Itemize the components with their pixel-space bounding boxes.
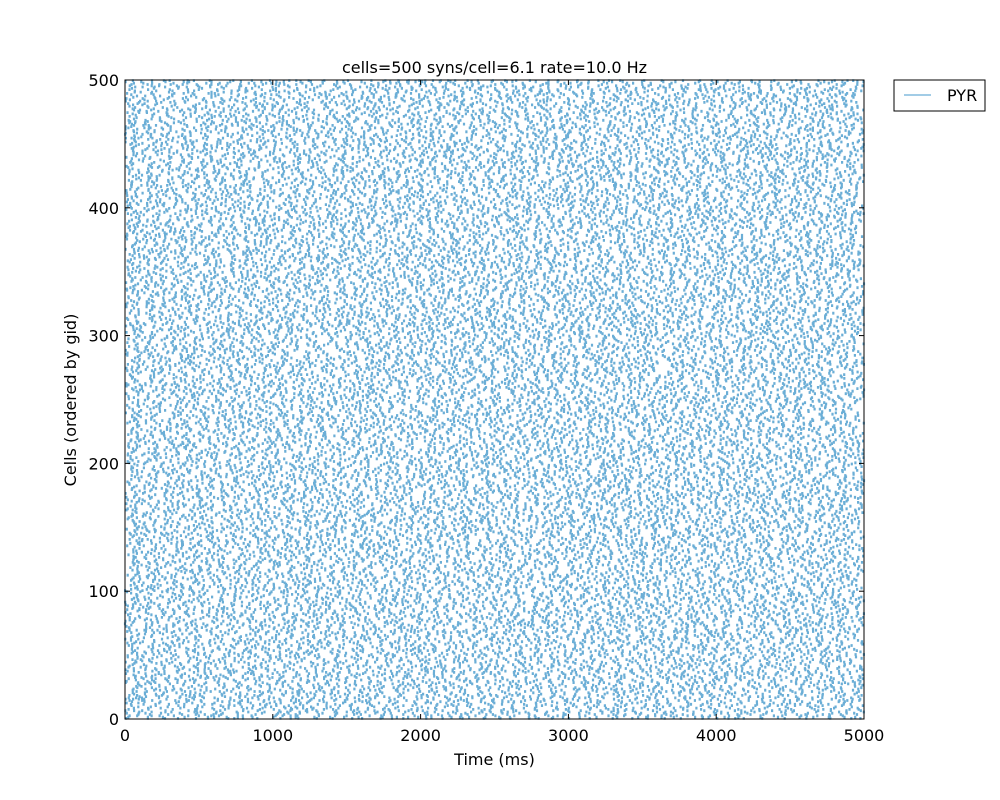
y-tick-label: 400: [88, 199, 119, 218]
chart-title: cells=500 syns/cell=6.1 rate=10.0 Hz: [342, 58, 647, 77]
x-tick-label: 0: [120, 726, 130, 745]
x-tick-label: 3000: [548, 726, 589, 745]
x-axis: 0 1000 2000 3000 4000 5000: [120, 80, 884, 745]
y-tick-label: 100: [88, 582, 119, 601]
series-pyr-spikes: [123, 79, 866, 720]
plot-frame: [124, 79, 865, 720]
x-axis-label: Time (ms): [453, 750, 535, 769]
y-tick-label: 0: [109, 710, 119, 729]
y-axis: 0 100 200 300 400 500: [88, 71, 864, 729]
x-tick-label: 4000: [696, 726, 737, 745]
y-tick-label: 300: [88, 327, 119, 346]
spikes-layer: [123, 79, 866, 720]
y-axis-label: Cells (ordered by gid): [61, 314, 80, 487]
x-tick-label: 1000: [252, 726, 293, 745]
x-tick-label: 5000: [844, 726, 885, 745]
y-tick-label: 500: [88, 71, 119, 90]
legend-label-pyr: PYR: [947, 86, 977, 105]
y-tick-label: 200: [88, 454, 119, 473]
legend: PYR: [893, 79, 986, 112]
x-tick-label: 2000: [400, 726, 441, 745]
